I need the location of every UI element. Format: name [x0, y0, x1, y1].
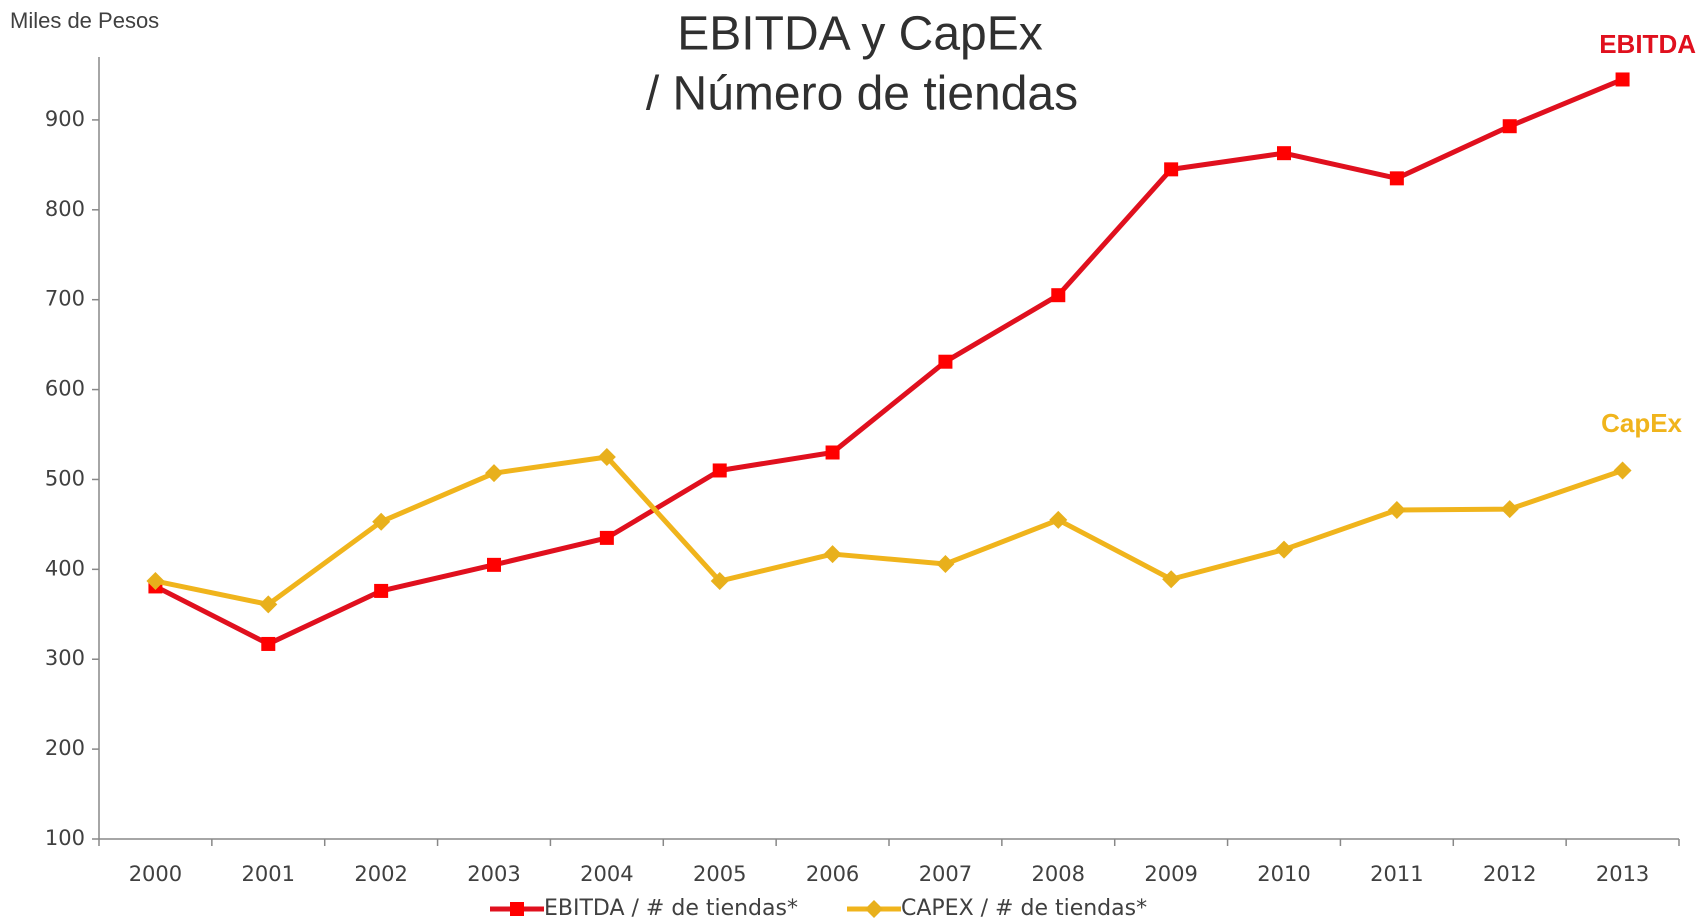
y-tick-label: 600 — [45, 377, 85, 401]
marker — [1389, 171, 1404, 186]
x-tick-label: 2009 — [1144, 862, 1197, 886]
marker — [1615, 72, 1630, 87]
y-tick-label: 100 — [45, 826, 85, 850]
marker — [372, 512, 391, 531]
marker — [1500, 500, 1519, 519]
y-tick-label: 700 — [45, 287, 85, 311]
marker — [485, 464, 503, 483]
chart-title: EBITDA y CapEx — [677, 8, 1042, 61]
y-tick-label: 900 — [45, 107, 85, 131]
marker — [599, 530, 614, 545]
x-tick-label: 2006 — [806, 862, 859, 886]
marker — [1277, 146, 1291, 161]
series-line — [154, 454, 1624, 607]
y-axis-label: Miles de Pesos — [10, 8, 159, 33]
marker — [936, 554, 955, 573]
marker — [374, 583, 389, 598]
marker — [1275, 540, 1293, 559]
y-tick-label: 400 — [45, 556, 85, 580]
marker — [1164, 162, 1179, 177]
marker — [1613, 461, 1632, 480]
x-tick-label: 2007 — [919, 862, 972, 886]
marker — [259, 595, 278, 614]
legend-label: EBITDA / # de tiendas* — [544, 896, 798, 921]
x-tick-label: 2013 — [1596, 862, 1649, 886]
x-tick-label: 2001 — [242, 862, 295, 886]
marker — [487, 557, 501, 572]
marker — [823, 545, 842, 564]
x-tick-label: 2010 — [1257, 862, 1310, 886]
marker — [865, 900, 883, 918]
marker — [938, 354, 953, 369]
x-tick-label: 2000 — [129, 862, 182, 886]
marker — [712, 463, 727, 478]
y-tick-label: 200 — [45, 736, 85, 760]
marker — [146, 572, 165, 591]
x-tick-label: 2011 — [1370, 862, 1423, 886]
marker — [1051, 288, 1066, 303]
x-tick-label: 2002 — [354, 862, 407, 886]
marker — [1387, 501, 1406, 520]
marker — [710, 572, 729, 591]
x-tick-label: 2004 — [580, 862, 633, 886]
annotation: EBITDA — [1599, 29, 1696, 59]
marker — [825, 445, 840, 460]
x-tick-label: 2012 — [1483, 862, 1536, 886]
x-tick-label: 2008 — [1032, 862, 1085, 886]
marker — [510, 902, 524, 916]
y-tick-label: 800 — [45, 197, 85, 221]
y-tick-label: 500 — [45, 466, 85, 490]
x-tick-label: 2003 — [467, 862, 520, 886]
y-tick-label: 300 — [45, 646, 85, 670]
marker — [1162, 570, 1181, 589]
marker — [1502, 119, 1517, 134]
legend-label: CAPEX / # de tiendas* — [901, 896, 1147, 921]
marker — [261, 636, 276, 651]
annotation: CapEx — [1601, 408, 1682, 438]
marker — [1049, 510, 1068, 529]
series-line — [154, 77, 1624, 647]
marker — [597, 447, 616, 466]
x-tick-label: 2005 — [693, 862, 746, 886]
chart-subtitle: / Número de tiendas — [646, 68, 1078, 121]
